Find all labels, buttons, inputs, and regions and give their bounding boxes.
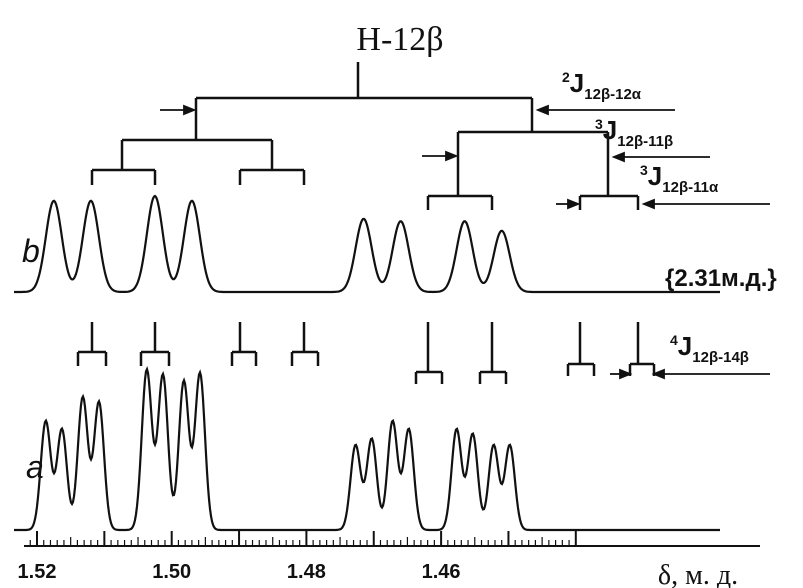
chemical-shift-axis: 1.52 1.50 1.48 1.46 δ, м. д. <box>18 531 760 588</box>
coupling-label-j1: 2J12β-12α <box>562 68 642 103</box>
axis-tick-label: 1.52 <box>18 561 57 583</box>
splitting-tree <box>90 62 640 210</box>
axis-tick-label: 1.46 <box>422 561 461 583</box>
coupling-arrows <box>160 104 770 380</box>
axis-tick-label: 1.48 <box>287 561 326 583</box>
trace-label-b: b <box>22 233 40 269</box>
axis-tick-labels: 1.52 1.50 1.48 1.46 <box>18 561 461 583</box>
fine-splitting-sticks <box>76 322 656 384</box>
coupling-label-j3: 3J12β-11α <box>640 161 719 196</box>
axis-tick-label: 1.50 <box>152 561 191 583</box>
decoupling-note: {2.31м.д.} <box>665 265 777 292</box>
spectrum-trace-b <box>14 194 720 294</box>
figure-title: H-12β <box>356 21 443 58</box>
coupling-labels: 2J12β-12α 3J12β-11β 3J12β-11α 4J12β-14β <box>562 68 749 366</box>
coupling-label-j2: 3J12β-11β <box>595 115 673 150</box>
axis-ticks <box>29 531 577 546</box>
axis-label: δ, м. д. <box>658 560 738 588</box>
coupling-label-j4: 4J12β-14β <box>670 331 749 366</box>
spectrum-trace-a <box>14 365 720 532</box>
